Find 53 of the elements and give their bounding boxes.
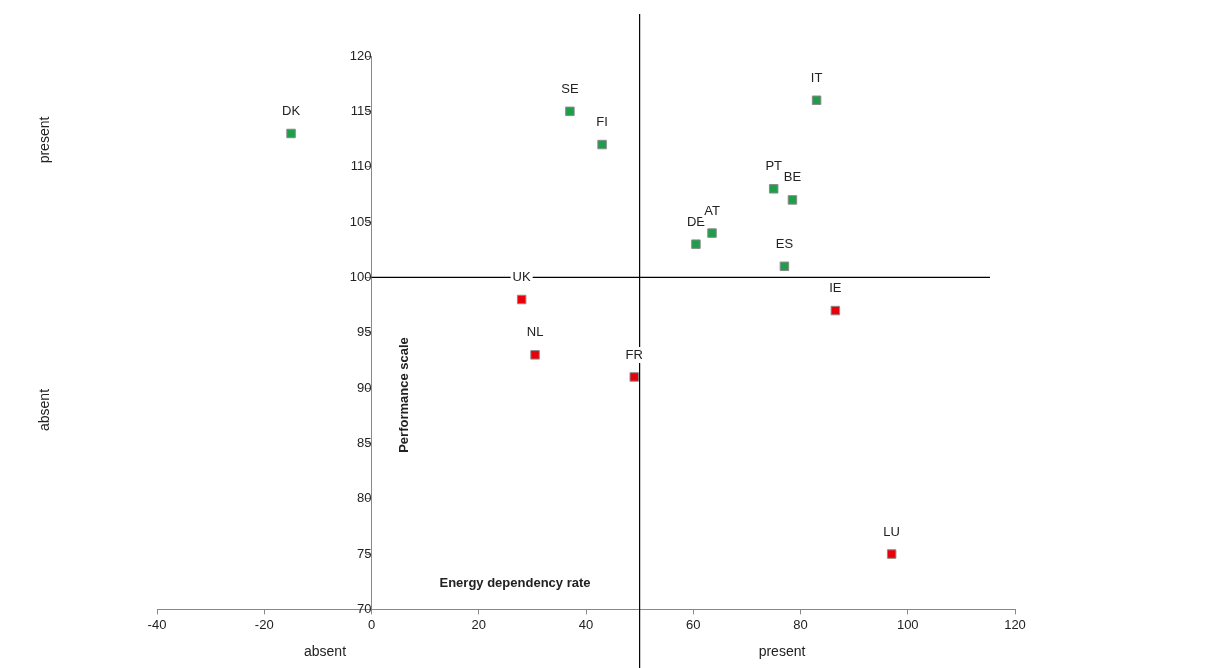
y-tick-label: 110 bbox=[350, 158, 372, 174]
point bbox=[516, 294, 527, 305]
y-tick-label: 75 bbox=[357, 545, 372, 561]
x-axis-title: Energy dependency rate bbox=[439, 574, 591, 590]
point bbox=[811, 95, 822, 106]
annotation: AT bbox=[704, 202, 720, 218]
annotation: PT bbox=[765, 158, 783, 174]
point bbox=[629, 372, 640, 382]
y-tick-label: 120 bbox=[349, 47, 372, 63]
point bbox=[691, 239, 701, 249]
text: present bbox=[35, 116, 52, 164]
x-tick-label: -20 bbox=[254, 616, 274, 632]
point bbox=[707, 228, 717, 238]
x-tick-label: 100 bbox=[896, 616, 919, 632]
annotation: FR bbox=[625, 346, 643, 362]
annotation: IT bbox=[810, 69, 823, 85]
point bbox=[565, 106, 575, 117]
annotation: NL bbox=[526, 324, 544, 340]
annotation: DK bbox=[282, 103, 301, 119]
annotation: FI bbox=[596, 114, 608, 130]
y-tick-label: 70 bbox=[357, 600, 372, 616]
annotation: LU bbox=[883, 523, 900, 539]
point bbox=[886, 549, 897, 559]
y-tick-label: 90 bbox=[357, 379, 372, 395]
y-tick-label: 105 bbox=[349, 213, 372, 229]
annotation: BE bbox=[783, 169, 802, 185]
y-tick-label: 80 bbox=[357, 490, 372, 506]
annotation: ES bbox=[775, 235, 794, 251]
y-tick-label: 85 bbox=[357, 434, 372, 450]
annotation: IE bbox=[829, 280, 842, 296]
x-tick-label: 120 bbox=[1004, 616, 1026, 632]
text: present bbox=[758, 642, 806, 659]
y-tick-label: 115 bbox=[350, 102, 372, 118]
x-tick-label: -40 bbox=[147, 616, 167, 632]
point bbox=[286, 128, 296, 139]
y-tick-label: 95 bbox=[357, 324, 372, 340]
point bbox=[530, 350, 540, 360]
point bbox=[768, 184, 779, 194]
y-axis-title: Performance scale bbox=[395, 337, 411, 453]
x-tick-label: 40 bbox=[578, 616, 594, 632]
point bbox=[779, 261, 790, 272]
point bbox=[787, 195, 798, 205]
annotation: UK bbox=[512, 269, 532, 285]
x-tick-label: 0 bbox=[367, 616, 376, 632]
point bbox=[830, 305, 841, 316]
annotation: SE bbox=[561, 80, 579, 96]
x-tick-label: 20 bbox=[471, 616, 486, 632]
text: absent bbox=[303, 642, 347, 659]
y-tick-label: 100 bbox=[349, 268, 372, 284]
x-tick-label: 60 bbox=[686, 616, 701, 632]
text: absent bbox=[35, 388, 52, 432]
x-tick-label: 80 bbox=[793, 616, 808, 632]
point bbox=[597, 139, 607, 150]
